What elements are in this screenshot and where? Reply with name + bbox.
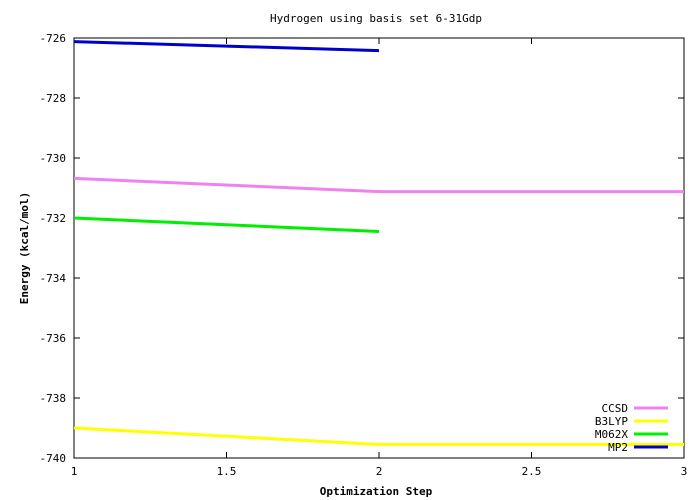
y-tick-label: -730 [40,152,67,165]
series-line-ccsd [73,176,684,194]
x-tick-label: 1.5 [217,465,237,478]
y-tick-label: -734 [40,272,67,285]
y-axis: -740 -738 -736 -734 -732 -730 -728 -726 [40,32,684,465]
legend-label-m062x: M062X [595,428,628,441]
chart-title: Hydrogen using basis set 6-31Gdp [270,12,482,25]
x-axis-label: Optimization Step [320,485,433,498]
series-line-b3lyp [73,426,684,446]
x-tick-label: 1 [71,465,78,478]
x-tick-label: 2 [376,465,383,478]
x-tick-label: 3 [681,465,688,478]
y-tick-label: -728 [40,92,67,105]
y-tick-label: -736 [40,332,67,345]
legend-label-mp2: MP2 [608,441,628,454]
y-tick-label: -726 [40,32,67,45]
series-line-mp2 [73,40,380,53]
legend-label-ccsd: CCSD [602,402,629,415]
y-axis-label: Energy (kcal/mol) [18,192,31,305]
series-line-m062x [73,216,380,233]
x-tick-label: 2.5 [522,465,542,478]
series-group [73,40,684,446]
y-tick-label: -740 [40,452,67,465]
legend-label-b3lyp: B3LYP [595,415,628,428]
y-tick-label: -738 [40,392,67,405]
x-axis: 1 1.5 2 2.5 3 [71,38,688,478]
y-tick-label: -732 [40,212,67,225]
